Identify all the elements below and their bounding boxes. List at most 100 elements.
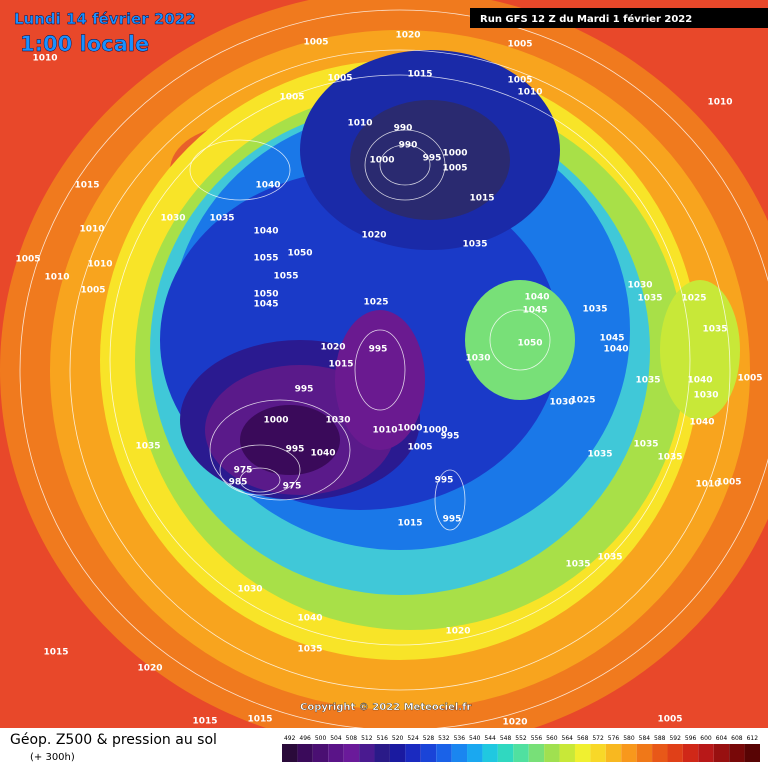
scale-cell — [621, 744, 637, 762]
pressure-label: 1010 — [347, 119, 372, 129]
scale-label: 584 — [639, 735, 651, 742]
pressure-label: 1010 — [707, 98, 732, 108]
scale-label: 612 — [747, 735, 759, 742]
scale-cell — [667, 744, 683, 762]
pressure-label: 1005 — [716, 478, 741, 488]
legend-title: Géop. Z500 & pression au sol — [10, 732, 217, 748]
pressure-label: 1040 — [687, 376, 712, 386]
pressure-label: 1020 — [395, 31, 420, 41]
scale-cell — [312, 744, 329, 762]
pressure-label: 1010 — [87, 260, 112, 270]
scale-cell — [682, 744, 699, 762]
scale-cell — [467, 744, 483, 762]
pressure-label: 1005 — [407, 443, 432, 453]
scale-label: 560 — [546, 735, 558, 742]
pressure-label: 1045 — [522, 306, 547, 316]
pressure-label: 1035 — [582, 305, 607, 315]
pressure-label: 1010 — [79, 225, 104, 235]
pressure-label: 1035 — [702, 325, 727, 335]
scale-cell — [497, 744, 514, 762]
scale-cell — [605, 744, 622, 762]
scale-label: 552 — [515, 735, 527, 742]
pressure-label: 990 — [399, 141, 418, 151]
pressure-label: 1015 — [192, 717, 217, 727]
pressure-label: 1025 — [570, 396, 595, 406]
pressure-label: 1035 — [587, 450, 612, 460]
pressure-label: 975 — [283, 482, 302, 492]
pressure-label: 1035 — [637, 294, 662, 304]
scale-label: 520 — [392, 735, 404, 742]
scale-label: 508 — [346, 735, 358, 742]
pressure-label: 995 — [295, 385, 314, 395]
pressure-label: 1025 — [681, 294, 706, 304]
pressure-label: 1015 — [247, 715, 272, 725]
pressure-label: 1035 — [597, 553, 622, 563]
pressure-label: 1010 — [517, 88, 542, 98]
pressure-label: 995 — [435, 476, 454, 486]
copyright: Copyright © 2022 Meteociel.fr — [300, 702, 471, 713]
pressure-label: 1055 — [273, 272, 298, 282]
scale-label: 600 — [700, 735, 712, 742]
pressure-label: 1035 — [209, 214, 234, 224]
pressure-label: 1005 — [327, 74, 352, 84]
pressure-label: 1005 — [80, 286, 105, 296]
pressure-label: 1040 — [255, 181, 280, 191]
map-field — [0, 0, 768, 728]
pressure-label: 1015 — [407, 70, 432, 80]
pressure-label: 1000 — [442, 149, 467, 159]
scale-cell — [374, 744, 390, 762]
pressure-label: 1055 — [253, 254, 278, 264]
pressure-label: 1030 — [465, 354, 490, 364]
run: Run GFS 12 Z du Mardi 1 février 2022 — [480, 13, 692, 25]
pressure-label: 1000 — [397, 424, 422, 434]
scale-cell — [436, 744, 452, 762]
pressure-label: 995 — [441, 432, 460, 442]
pressure-label: 1040 — [524, 293, 549, 303]
pressure-label: 1020 — [361, 231, 386, 241]
pressure-label: 1020 — [320, 343, 345, 353]
scale-label: 496 — [299, 735, 311, 742]
scale-cell — [343, 744, 360, 762]
scale-label: 512 — [361, 735, 373, 742]
scale-label: 596 — [685, 735, 697, 742]
pressure-label: 995 — [286, 445, 305, 455]
scale-cell — [297, 744, 313, 762]
pressure-label: 1050 — [253, 290, 278, 300]
scale-cell — [544, 744, 560, 762]
pressure-label: 995 — [443, 515, 462, 525]
pressure-label: 1030 — [237, 585, 262, 595]
pressure-label: 1030 — [325, 416, 350, 426]
pressure-label: 1015 — [397, 519, 422, 529]
scale-label: 492 — [284, 735, 296, 742]
scale-label: 592 — [669, 735, 681, 742]
pressure-label: 1025 — [363, 298, 388, 308]
scale-label: 536 — [454, 735, 466, 742]
scale-label: 608 — [731, 735, 743, 742]
scale-cell — [590, 744, 606, 762]
pressure-label: 1040 — [603, 345, 628, 355]
pressure-label: 1005 — [303, 38, 328, 48]
pressure-label: 1040 — [297, 614, 322, 624]
scale-cell — [405, 744, 421, 762]
scale-cell — [744, 744, 760, 762]
scale-label: 556 — [531, 735, 543, 742]
pressure-label: 995 — [369, 345, 388, 355]
scale-label: 544 — [484, 735, 496, 742]
pressure-label: 1005 — [279, 93, 304, 103]
scale-label: 540 — [469, 735, 481, 742]
scale-label: 588 — [654, 735, 666, 742]
scale-cell — [513, 744, 529, 762]
pressure-label: 1035 — [135, 442, 160, 452]
pressure-label: 1030 — [627, 281, 652, 291]
pressure-label: 1020 — [445, 627, 470, 637]
scale-label: 604 — [716, 735, 728, 742]
pressure-label: 1005 — [657, 715, 682, 725]
scale-label: 580 — [623, 735, 635, 742]
scale-cell — [420, 744, 437, 762]
pressure-label: 1005 — [15, 255, 40, 265]
pressure-label: 1030 — [549, 398, 574, 408]
pressure-label: 995 — [423, 154, 442, 164]
pressure-label: 1020 — [137, 664, 162, 674]
scale-label: 524 — [407, 735, 419, 742]
scale-label: 568 — [577, 735, 589, 742]
